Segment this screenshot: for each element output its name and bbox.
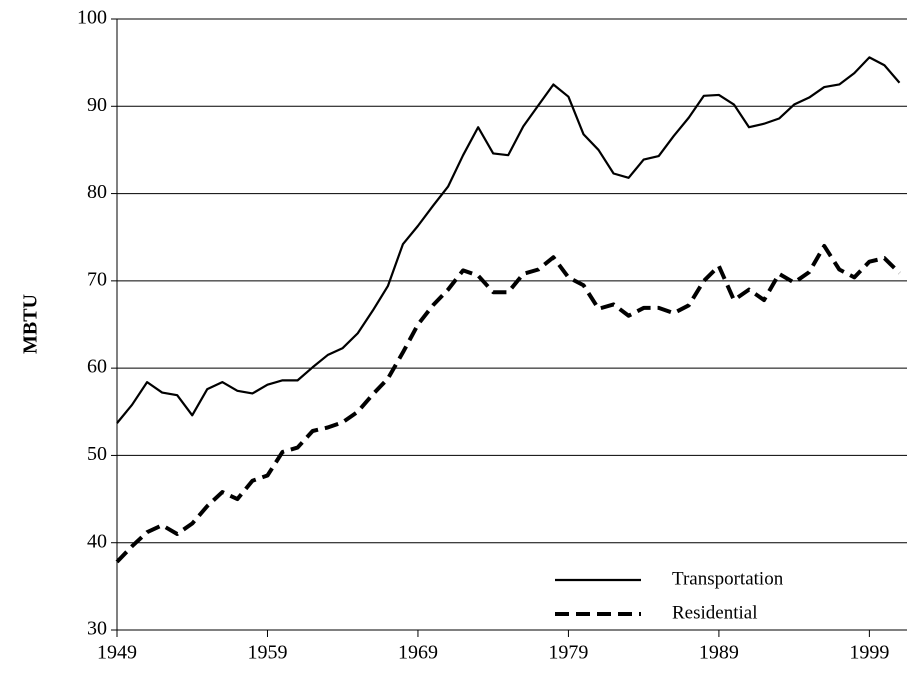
- y-tick-label: 40: [87, 530, 107, 552]
- x-tick-label: 1959: [247, 642, 287, 664]
- y-tick-label: 30: [87, 618, 107, 640]
- y-tick-label: 100: [77, 7, 107, 29]
- legend-label: Transportation: [672, 568, 784, 589]
- y-tick-label: 90: [87, 94, 107, 116]
- x-tick-label: 1999: [849, 642, 889, 664]
- y-tick-label: 60: [87, 356, 107, 378]
- series-line: [116, 56, 901, 424]
- y-axis-label: MBTU: [20, 294, 42, 354]
- y-tick-label: 50: [87, 443, 107, 465]
- y-tick-label: 70: [87, 268, 107, 290]
- series-line: [115, 243, 901, 564]
- x-tick-label: 1949: [97, 642, 137, 664]
- y-tick-label: 80: [87, 181, 107, 203]
- x-tick-label: 1979: [548, 642, 588, 664]
- x-tick-label: 1969: [398, 642, 438, 664]
- x-tick-label: 1989: [699, 642, 739, 664]
- legend-label: Residential: [672, 602, 757, 623]
